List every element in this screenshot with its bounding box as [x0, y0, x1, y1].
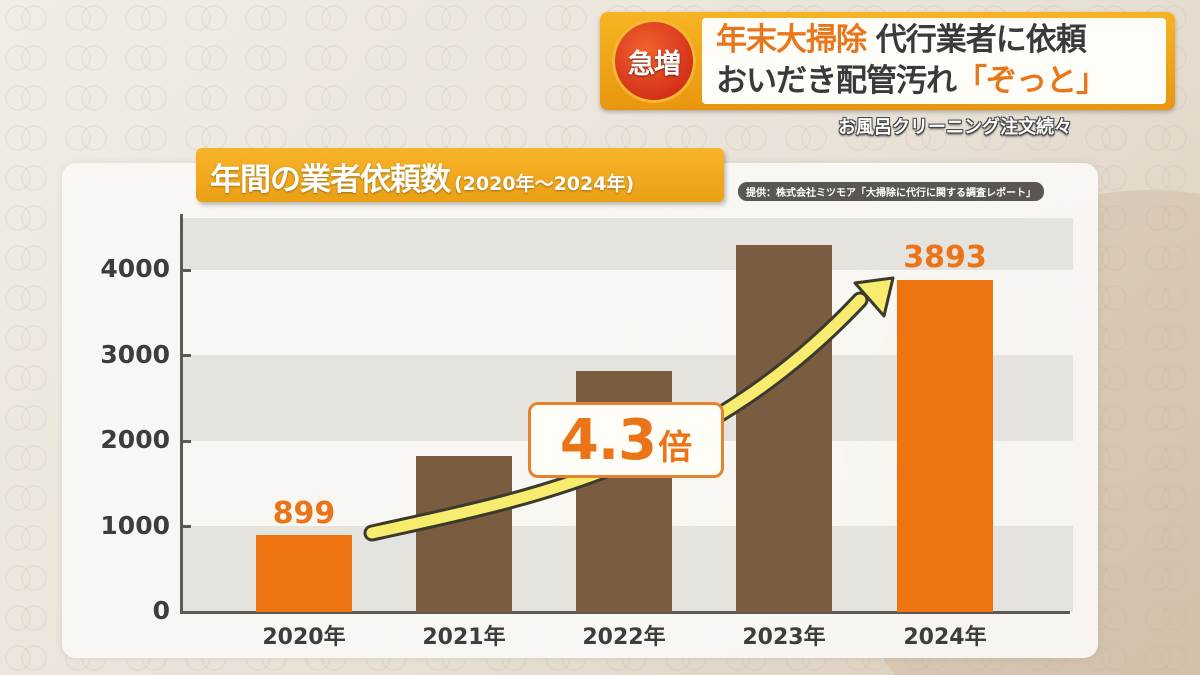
headline-line-1: 年末大掃除 代行業者に依頼 — [716, 20, 1156, 61]
y-tick — [183, 440, 191, 443]
chart-title: 年間の業者依頼数 (2020年〜2024年) — [196, 148, 724, 202]
x-axis-label: 2020年 — [262, 625, 346, 650]
headline-line-1-accent: 年末大掃除 — [716, 22, 867, 58]
y-tick — [183, 525, 191, 528]
x-axis-label: 2022年 — [582, 625, 666, 650]
y-axis-label: 1000 — [100, 511, 170, 540]
headline-text-box: 年末大掃除 代行業者に依頼 おいだき配管汚れ「ぞっと」 — [702, 18, 1166, 104]
headline-line-1-rest: 代行業者に依頼 — [866, 22, 1087, 58]
chart-title-main: 年間の業者依頼数 — [210, 162, 451, 198]
y-axis — [180, 214, 183, 614]
headline-line-2: おいだき配管汚れ「ぞっと」 — [716, 61, 1156, 102]
y-axis-label: 0 — [152, 596, 170, 625]
headline-line-2-rest: おいだき配管汚れ — [716, 63, 957, 99]
bar-value-2024: 3893 — [903, 240, 987, 275]
y-tick — [183, 354, 191, 357]
headline-line-2-accent: 「ぞっと」 — [956, 63, 1107, 99]
x-axis — [180, 611, 1070, 614]
growth-multiplier-callout: 4.3 倍 — [528, 402, 724, 478]
x-axis-label: 2024年 — [903, 625, 987, 650]
callout-unit: 倍 — [658, 428, 693, 468]
headline-banner: 急増 年末大掃除 代行業者に依頼 おいだき配管汚れ「ぞっと」 — [600, 12, 1175, 110]
surge-badge: 急増 — [612, 19, 696, 103]
bar-2021 — [416, 456, 512, 612]
chart-title-range: (2020年〜2024年) — [454, 173, 635, 195]
callout-value: 4.3 — [559, 408, 657, 473]
bar-value-2020: 899 — [272, 496, 336, 531]
bar-2020 — [256, 535, 352, 612]
y-axis-label: 2000 — [100, 425, 170, 454]
y-axis-label: 3000 — [100, 340, 170, 369]
bar-2023 — [736, 245, 832, 612]
source-credit: 提供：株式会社ミツモア「大掃除に代行に関する調査レポート」 — [738, 182, 1044, 201]
grid-band — [183, 218, 1073, 270]
x-axis-label: 2023年 — [742, 625, 826, 650]
headline-subtitle: お風呂クリーニング注文続々 — [838, 117, 1072, 138]
y-axis-label: 4000 — [100, 254, 170, 283]
x-axis-label: 2021年 — [422, 625, 506, 650]
bar-2024 — [897, 280, 993, 612]
y-tick — [183, 269, 191, 272]
